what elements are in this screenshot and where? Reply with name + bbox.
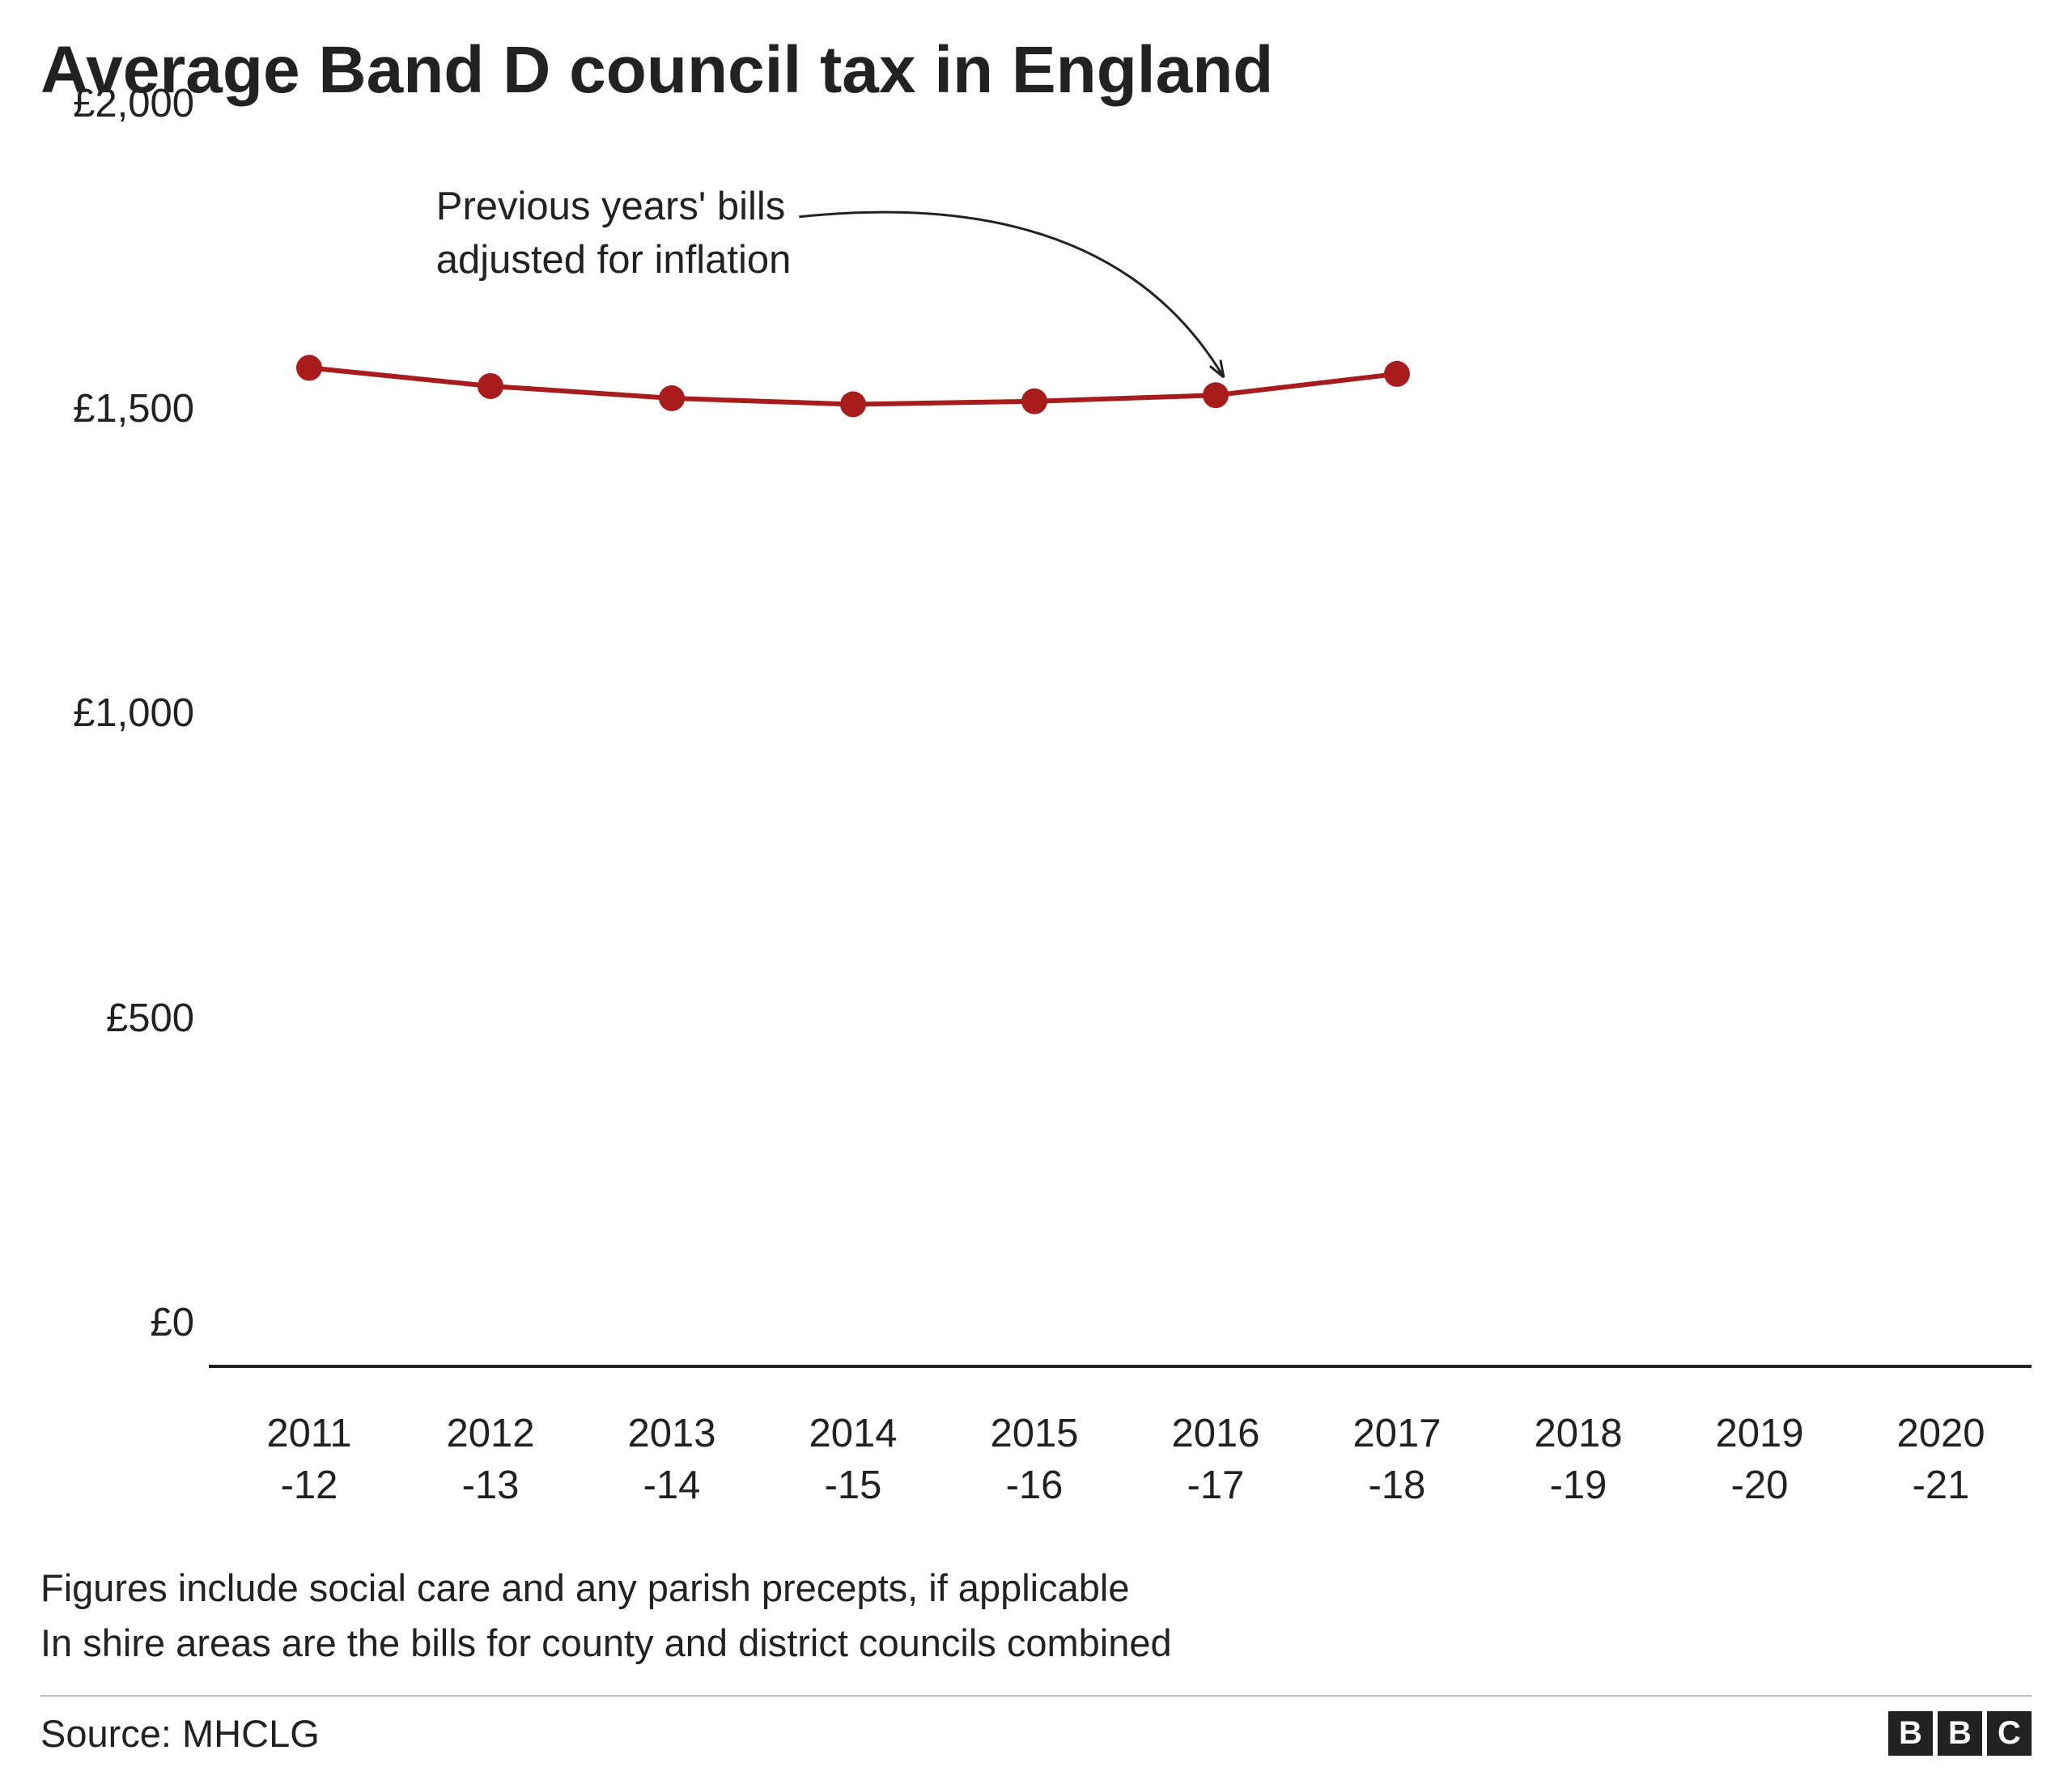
x-tick: 2018-19	[1492, 1408, 1664, 1511]
x-tick: 2017-18	[1311, 1408, 1483, 1511]
bbc-logo-b1: B	[1888, 1711, 1933, 1756]
chart-title: Average Band D council tax in England	[40, 32, 2032, 108]
bar-value-label: £1,439	[248, 1370, 370, 1415]
x-tick: 2012-13	[405, 1408, 576, 1511]
bar-value-label: £1,530	[1155, 1370, 1276, 1415]
bars-row: £1,439£1,444£1,456£1,468£1,484£1,530£1,5…	[219, 149, 2032, 1365]
footnote-line2: In shire areas are the bills for county …	[40, 1616, 2032, 1671]
plot-area: £0£500£1,000£1,500£2,000 £1,439£1,444£1,…	[40, 149, 2032, 1368]
bar-value-label: £1,591	[1336, 1370, 1458, 1415]
bar-value-label: £1,750	[1699, 1370, 1820, 1415]
y-tick: £1,500	[73, 386, 194, 431]
bbc-logo-b2: B	[1938, 1711, 1982, 1756]
bar-value-label: £1,468	[792, 1370, 914, 1415]
bars-area: £1,439£1,444£1,456£1,468£1,484£1,530£1,5…	[219, 149, 2032, 1368]
x-tick: 2011-12	[223, 1408, 395, 1511]
bbc-logo: B B C	[1888, 1711, 2032, 1756]
x-tick: 2014-15	[767, 1408, 939, 1511]
y-tick: £2,000	[73, 81, 194, 126]
bar-value-label: £1,444	[430, 1370, 551, 1415]
y-tick: £1,000	[73, 690, 194, 736]
chart-container: Average Band D council tax in England £0…	[0, 0, 2072, 1780]
inflation-annotation: Previous years' bills adjusted for infla…	[436, 180, 792, 287]
x-tick: 2020-21	[1855, 1408, 2027, 1511]
x-tick: 2019-20	[1674, 1408, 1845, 1511]
source-label: Source: MHCLG	[40, 1711, 320, 1756]
y-tick: £0	[150, 1300, 194, 1345]
x-tick: 2013-14	[586, 1408, 758, 1511]
x-tick: 2016-17	[1130, 1408, 1301, 1511]
chart-footer: Source: MHCLG B B C	[40, 1695, 2032, 1756]
y-axis: £0£500£1,000£1,500£2,000	[40, 149, 219, 1368]
bar-value-label: £1,671	[1518, 1370, 1639, 1415]
annotation-line2: adjusted for inflation	[436, 238, 792, 282]
footnote-line1: Figures include social care and any pari…	[40, 1561, 2032, 1616]
y-tick: £500	[106, 996, 194, 1041]
baseline-tick	[209, 1365, 219, 1368]
bar-value-label: £1,484	[974, 1370, 1095, 1415]
footnotes: Figures include social care and any pari…	[40, 1561, 2032, 1671]
bar-value-label: £1,456	[611, 1370, 732, 1415]
bar-value-label: £1,817	[1880, 1370, 2002, 1415]
x-tick: 2015-16	[949, 1408, 1120, 1511]
annotation-line1: Previous years' bills	[436, 185, 785, 228]
bbc-logo-c: C	[1987, 1711, 2032, 1756]
